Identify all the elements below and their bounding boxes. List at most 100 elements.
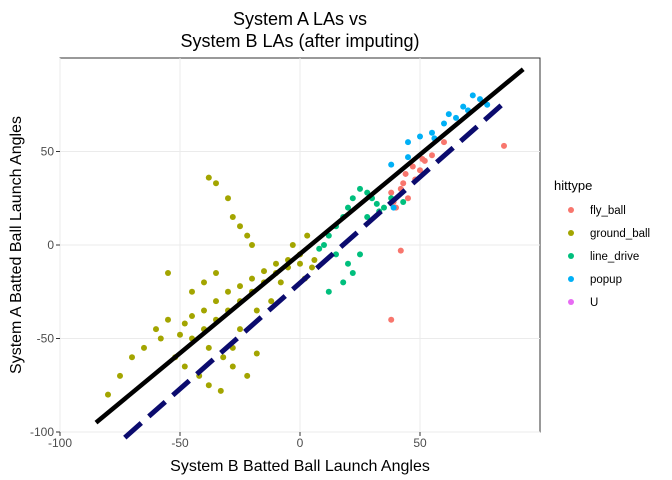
data-point bbox=[445, 111, 452, 118]
data-point bbox=[105, 391, 111, 398]
data-point bbox=[205, 382, 212, 389]
data-point bbox=[249, 242, 255, 248]
data-point bbox=[220, 354, 227, 361]
data-point bbox=[311, 256, 318, 263]
y-axis-ticks: -100 -50 0 50 bbox=[30, 145, 60, 439]
legend-label-line_drive: line_drive bbox=[590, 251, 639, 263]
data-point bbox=[357, 185, 363, 192]
data-point bbox=[349, 270, 356, 277]
chart-title-line-2: System B LAs (after imputing) bbox=[180, 31, 419, 51]
legend-label-fly_ball: fly_ball bbox=[590, 205, 626, 217]
data-point bbox=[453, 114, 459, 121]
identity-line bbox=[94, 67, 525, 425]
data-point bbox=[419, 155, 426, 162]
data-point bbox=[289, 242, 296, 248]
data-point bbox=[460, 103, 467, 110]
data-point bbox=[157, 335, 164, 342]
data-point bbox=[409, 163, 416, 170]
legend-title: hittype bbox=[554, 178, 592, 193]
data-point bbox=[229, 363, 236, 370]
data-point bbox=[357, 251, 363, 258]
legend-label-U: U bbox=[590, 297, 598, 309]
series-popup bbox=[388, 92, 491, 211]
data-point bbox=[205, 344, 212, 351]
data-point bbox=[244, 232, 251, 239]
data-point bbox=[349, 195, 356, 202]
x-tick-label: -50 bbox=[171, 436, 189, 450]
data-point bbox=[205, 174, 212, 181]
data-point bbox=[441, 139, 447, 146]
data-point bbox=[153, 326, 159, 333]
data-point bbox=[484, 101, 491, 108]
chart-title: System A LAs vs System B LAs (after impu… bbox=[180, 9, 419, 51]
x-axis-ticks: -100 -50 0 50 bbox=[48, 432, 427, 450]
data-point bbox=[201, 279, 207, 286]
data-point bbox=[309, 264, 315, 271]
data-point bbox=[402, 170, 409, 177]
data-point bbox=[268, 298, 275, 305]
data-point bbox=[181, 363, 188, 370]
data-point bbox=[217, 387, 224, 394]
data-point bbox=[129, 354, 135, 361]
legend-key-U bbox=[568, 299, 574, 305]
data-point bbox=[388, 189, 395, 196]
data-point bbox=[340, 279, 347, 286]
data-point bbox=[469, 92, 476, 99]
data-point bbox=[213, 180, 219, 187]
data-point bbox=[388, 161, 395, 168]
legend: hittype fly_ball ground_ball line_drivepop… bbox=[554, 178, 650, 309]
data-point bbox=[316, 245, 323, 252]
data-point bbox=[390, 204, 397, 211]
y-tick-label: 0 bbox=[47, 238, 54, 252]
data-point bbox=[501, 142, 507, 149]
data-point bbox=[117, 372, 123, 379]
data-point bbox=[165, 316, 171, 323]
y-tick-label: -100 bbox=[30, 425, 54, 439]
legend-key-ground_ball bbox=[568, 230, 574, 236]
data-point bbox=[244, 372, 251, 379]
x-tick-label: 50 bbox=[413, 436, 427, 450]
data-point bbox=[237, 326, 243, 333]
legend-key-line_drive bbox=[568, 253, 574, 259]
data-point bbox=[417, 167, 423, 174]
data-point bbox=[388, 316, 395, 323]
data-point bbox=[165, 270, 171, 277]
data-point bbox=[225, 288, 231, 295]
legend-key-popup bbox=[568, 276, 574, 282]
x-tick-label: 0 bbox=[297, 436, 304, 450]
data-point bbox=[189, 288, 195, 295]
data-point bbox=[237, 283, 243, 290]
data-point bbox=[364, 213, 371, 220]
data-point bbox=[213, 270, 219, 277]
data-point bbox=[229, 213, 236, 220]
data-point bbox=[345, 260, 351, 267]
data-point bbox=[325, 288, 332, 295]
data-point bbox=[181, 320, 188, 327]
data-point bbox=[253, 350, 260, 357]
data-point bbox=[373, 200, 380, 207]
data-point bbox=[273, 260, 279, 267]
data-point bbox=[400, 198, 407, 205]
data-point bbox=[249, 275, 255, 282]
y-tick-label: -50 bbox=[37, 332, 55, 346]
data-point bbox=[333, 251, 339, 258]
data-point bbox=[345, 204, 351, 211]
data-point bbox=[253, 307, 260, 314]
data-point bbox=[261, 268, 267, 275]
legend-label-popup: popup bbox=[590, 274, 622, 286]
y-tick-label: 50 bbox=[41, 145, 55, 159]
data-point bbox=[381, 204, 387, 211]
data-point bbox=[400, 180, 407, 187]
data-point bbox=[237, 223, 243, 230]
data-point bbox=[225, 195, 231, 202]
x-axis-title: System B Batted Ball Launch Angles bbox=[170, 458, 430, 475]
data-point bbox=[297, 260, 303, 267]
data-point bbox=[213, 298, 219, 305]
data-point bbox=[304, 232, 311, 239]
data-point bbox=[405, 154, 411, 161]
data-point bbox=[201, 307, 207, 314]
legend-key-fly_ball bbox=[568, 207, 574, 213]
data-point bbox=[429, 152, 435, 159]
fit-line bbox=[123, 101, 506, 440]
data-point bbox=[177, 331, 183, 338]
